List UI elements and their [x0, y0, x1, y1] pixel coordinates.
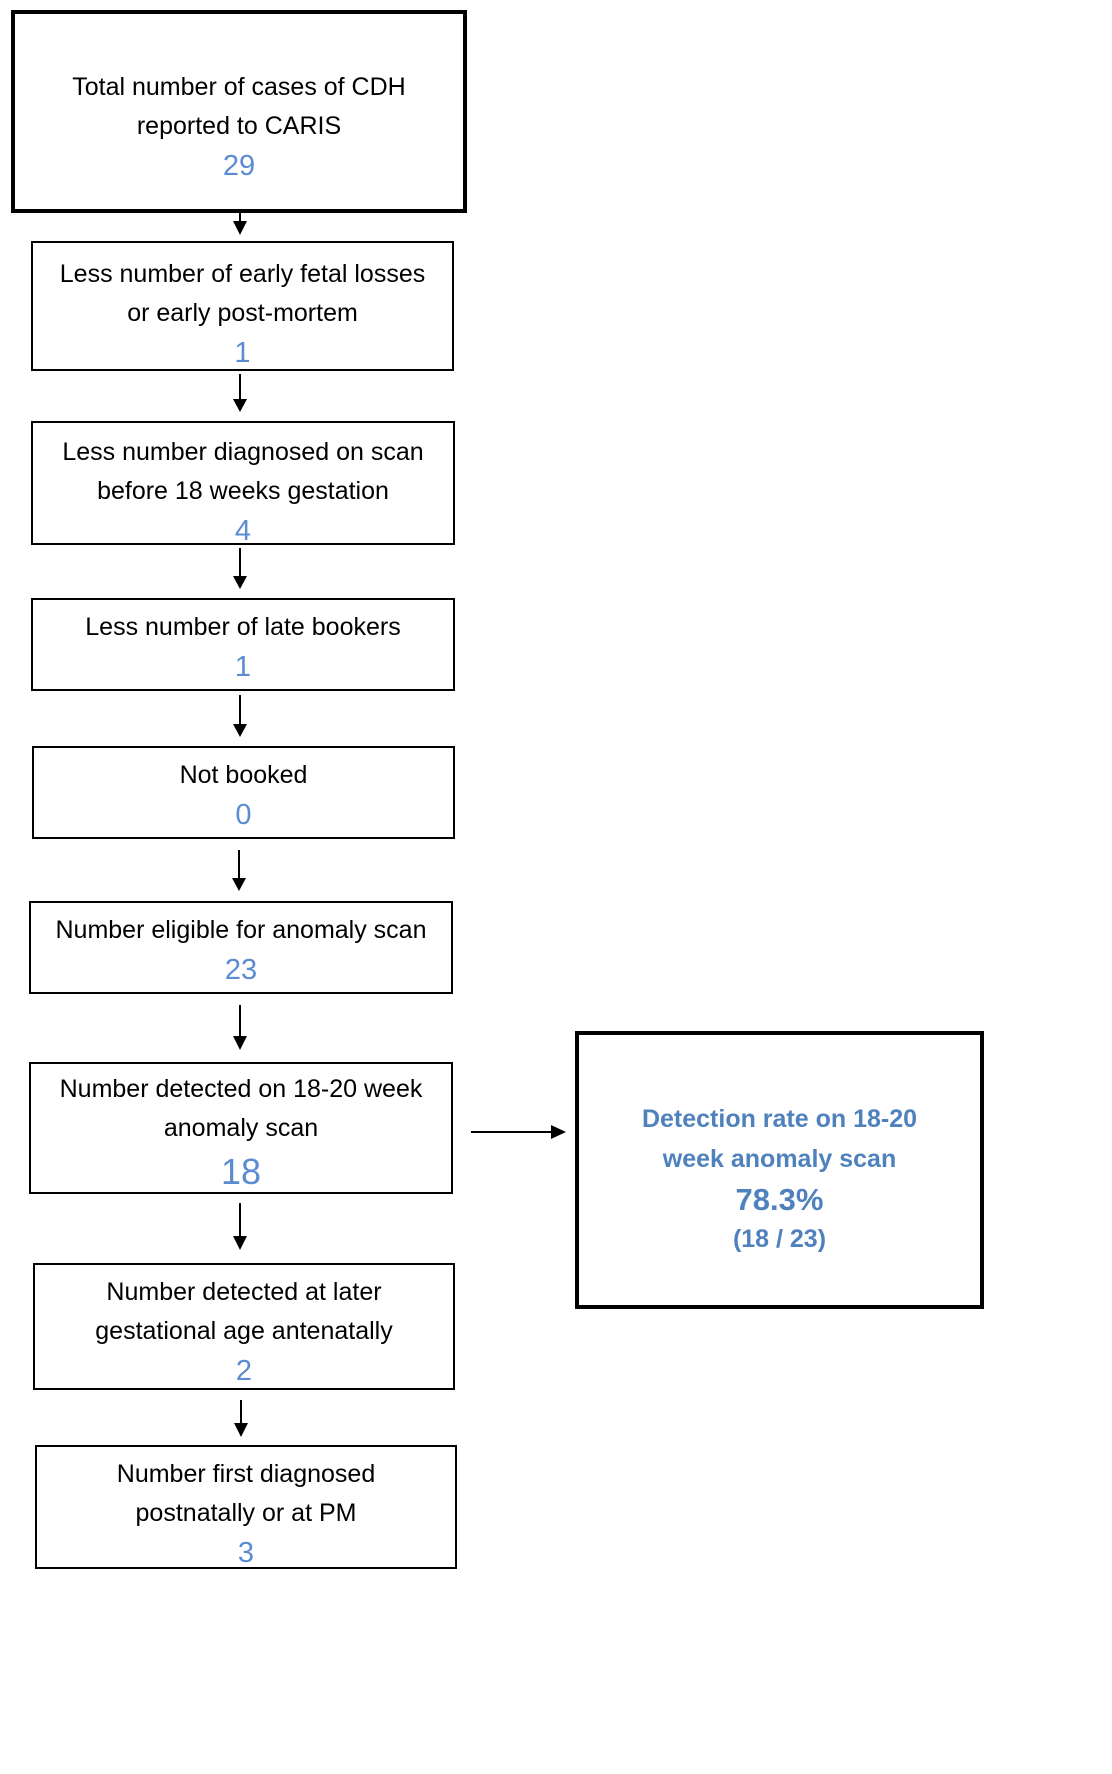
flow-box-postnatal: Number first diagnosed postnatally or at…	[35, 1445, 457, 1569]
arrow-later-to-postnatal	[234, 1400, 248, 1437]
box-value: 0	[235, 799, 252, 831]
arrow-early-to-before18	[233, 374, 247, 412]
box-value: 1	[234, 651, 252, 683]
flow-box-late-bookers: Less number of late bookers 1	[31, 598, 455, 691]
box-label: Not booked	[179, 761, 308, 789]
box-value: 3	[237, 1537, 255, 1569]
flow-box-eligible: Number eligible for anomaly scan 23	[29, 901, 453, 994]
box-label: Number first diagnosed postnatally or at…	[116, 1460, 376, 1527]
detection-rate-label: Detection rate on 18-20 week anomaly sca…	[641, 1105, 918, 1173]
detection-rate-percent: 78.3%	[735, 1182, 824, 1217]
box-label: Number detected at later gestational age…	[95, 1278, 393, 1345]
flow-box-before-18-weeks: Less number diagnosed on scan before 18 …	[31, 421, 455, 547]
arrow-before18-to-late	[233, 548, 247, 589]
box-value: 2	[235, 1355, 253, 1387]
arrow-detected-to-rate	[471, 1125, 566, 1139]
flow-box-total-cases: Total number of cases of CDH reported to…	[11, 10, 467, 213]
flow-box-early-losses: Less number of early fetal losses or ear…	[31, 241, 454, 371]
box-label: Less number of late bookers	[85, 613, 401, 641]
box-label: Total number of cases of CDH reported to…	[72, 73, 406, 140]
box-value: 23	[224, 954, 258, 986]
arrow-total-to-early	[233, 213, 247, 235]
flow-box-detected-18-20: Number detected on 18-20 week anomaly sc…	[29, 1062, 453, 1194]
arrow-eligible-to-detected	[233, 1005, 247, 1050]
box-value: 1	[234, 337, 251, 369]
box-value: 18	[220, 1151, 262, 1192]
box-label: Less number of early fetal losses or ear…	[59, 260, 426, 327]
box-label: Less number diagnosed on scan before 18 …	[62, 438, 424, 505]
box-value: 4	[234, 515, 252, 547]
box-label: Number detected on 18-20 week anomaly sc…	[59, 1075, 423, 1142]
box-value: 29	[222, 150, 256, 182]
flow-box-later-gestation: Number detected at later gestational age…	[33, 1263, 455, 1390]
detection-rate-box: Detection rate on 18-20 week anomaly sca…	[575, 1031, 984, 1309]
arrow-late-to-notbooked	[233, 695, 247, 737]
detection-rate-fraction: (18 / 23)	[732, 1225, 827, 1253]
arrow-detected-to-later	[233, 1203, 247, 1250]
box-label: Number eligible for anomaly scan	[55, 916, 427, 944]
flow-box-not-booked: Not booked 0	[32, 746, 455, 839]
arrow-notbooked-to-eligible	[232, 850, 246, 891]
